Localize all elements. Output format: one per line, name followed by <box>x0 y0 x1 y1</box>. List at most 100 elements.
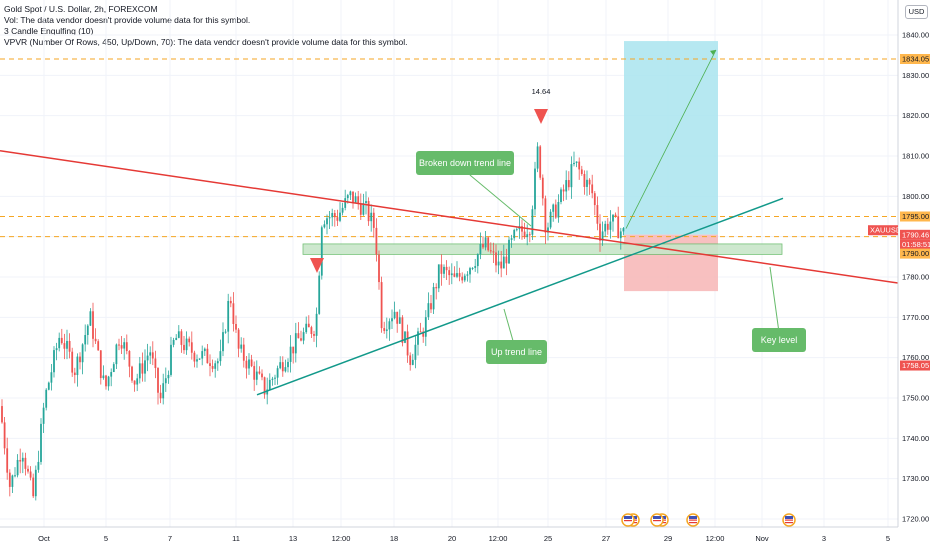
candle-up <box>398 317 401 324</box>
candle-up <box>424 317 427 337</box>
candle-up <box>437 264 440 289</box>
candle-up <box>326 218 328 225</box>
candle-up <box>240 344 243 349</box>
candle-down <box>401 317 404 343</box>
candle-down <box>105 375 107 387</box>
candle-down <box>336 217 339 221</box>
candle-down <box>458 273 461 277</box>
candle-down <box>583 173 586 187</box>
candle-up <box>497 261 500 266</box>
candle-down <box>250 359 253 367</box>
candle-up <box>318 275 321 314</box>
key-level-callout-label: Key level <box>761 335 798 345</box>
candle-up <box>84 334 87 345</box>
candle-down <box>68 340 71 352</box>
candle-up <box>224 331 227 333</box>
time-tick-label: 5 <box>104 534 108 543</box>
candle-down <box>206 348 209 364</box>
candle-up <box>385 329 388 331</box>
candle-down <box>406 331 409 356</box>
candle-down <box>599 223 601 241</box>
candle-up <box>138 363 141 379</box>
flag-canton <box>624 516 632 519</box>
candles <box>1 142 625 501</box>
candle-up <box>573 162 575 165</box>
candle-up <box>76 356 79 376</box>
candle-up <box>612 214 614 222</box>
candle-down <box>606 223 609 230</box>
vol-indicator-legend[interactable]: Vol: The data vendor doesn't provide vol… <box>4 15 251 25</box>
projection-line <box>625 49 717 229</box>
candle-up <box>248 359 250 369</box>
candle-down <box>29 471 32 478</box>
candle-up <box>417 331 419 345</box>
candle-up <box>149 352 152 356</box>
candle-up <box>388 321 391 330</box>
candle-up <box>112 364 115 373</box>
candle-up <box>476 254 479 267</box>
candle-down <box>125 342 128 352</box>
candle-down <box>495 252 497 266</box>
candle-down <box>430 303 432 310</box>
candle-down <box>544 198 547 233</box>
candle-up <box>609 221 612 230</box>
candle-down <box>258 371 261 374</box>
candle-down <box>440 264 443 274</box>
candle-up <box>365 201 367 204</box>
candle-down <box>281 362 284 372</box>
candle-up <box>219 351 222 362</box>
candle-down <box>300 338 302 341</box>
candle-down <box>310 327 313 335</box>
stop-loss-zone <box>624 234 718 292</box>
price-tag <box>900 239 930 250</box>
vpvr-indicator-legend[interactable]: VPVR (Number Of Rows, 450, Up/Down, 70):… <box>4 37 408 47</box>
candle-up <box>37 461 40 470</box>
candle-up <box>575 161 578 163</box>
up-trend-callout-label: Up trend line <box>491 347 542 357</box>
candle-down <box>482 244 484 248</box>
candle-up <box>222 332 224 352</box>
candle-down <box>263 377 266 395</box>
candle-up <box>474 266 477 268</box>
candle-down <box>261 373 263 378</box>
candle-up <box>344 198 347 208</box>
flag-canton <box>653 516 661 519</box>
candle-down <box>120 345 123 349</box>
candle-up <box>81 344 84 363</box>
candle-up <box>302 332 305 341</box>
candle-down <box>253 366 256 380</box>
candle-down <box>24 457 27 469</box>
candle-down <box>133 380 136 385</box>
engulfing-indicator-legend[interactable]: 3 Candle Engulfing (10) <box>4 26 94 36</box>
price-tag <box>900 360 930 371</box>
candle-up <box>50 372 53 383</box>
candle-down <box>359 203 362 215</box>
candle-up <box>164 378 167 384</box>
broken-trend-callout-pointer <box>469 174 532 227</box>
candle-up <box>16 459 19 476</box>
price-tag <box>900 53 930 64</box>
projection-arrowhead <box>710 49 716 55</box>
candle-down <box>380 282 383 329</box>
candle-up <box>289 346 292 362</box>
down-trend-line <box>0 150 899 284</box>
candle-up <box>323 224 326 228</box>
candle-up <box>471 267 474 269</box>
candle-up <box>177 331 180 338</box>
candle-down <box>383 328 386 331</box>
up-trend-callout <box>486 340 547 364</box>
price-tag-label: 1758.05 <box>902 361 929 370</box>
candle-up <box>570 164 573 188</box>
currency-button[interactable]: USD <box>905 5 928 19</box>
candle-down <box>209 363 211 366</box>
candle-down <box>157 368 159 393</box>
candle-up <box>268 379 271 390</box>
take-profit-zone <box>624 41 718 235</box>
time-axis: Oct 5 7 11 13 12:00 18 20 12:00 25 27 29 12:00 Nov 3 5 <box>0 526 898 543</box>
candle-up <box>463 275 466 281</box>
candle-down <box>453 273 456 277</box>
time-tick-label: 7 <box>168 534 172 543</box>
candle-down <box>237 329 240 349</box>
price-tag <box>900 229 930 240</box>
